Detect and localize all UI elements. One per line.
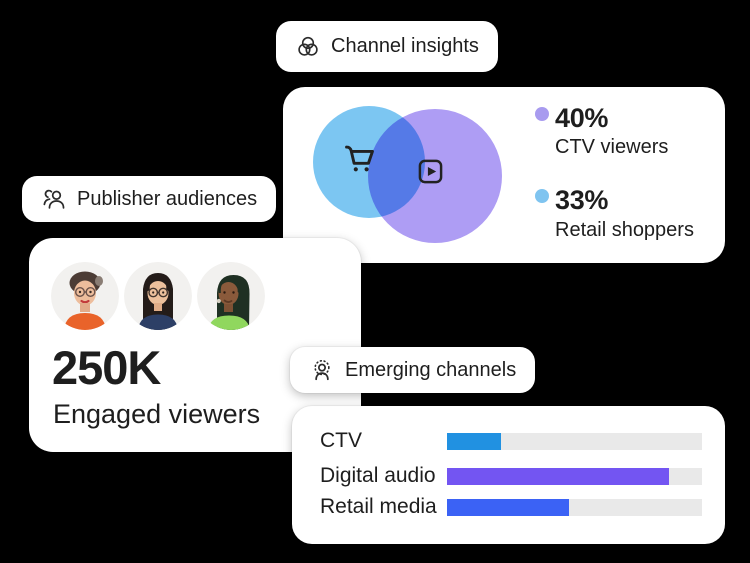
badge-label: Publisher audiences <box>77 187 258 210</box>
badge-emerging-channels: Emerging channels <box>290 347 536 393</box>
bar-track <box>447 498 702 516</box>
badge-label: Emerging channels <box>345 358 517 381</box>
two-people-icon <box>43 189 65 209</box>
person-dotted-halo-icon <box>314 359 330 381</box>
stat-label: Engaged viewers <box>53 399 261 429</box>
venn-legend: 40% CTV viewers 33% Retail shoppers <box>535 104 694 243</box>
bar-label: CTV <box>320 429 362 452</box>
bar-track <box>447 467 702 485</box>
legend-item-ctv-viewers: 40% CTV viewers <box>535 104 694 160</box>
bar-label: Retail media <box>320 495 437 518</box>
legend-value: 40% <box>555 103 609 133</box>
video-play-icon <box>418 159 443 184</box>
badge-publisher-audiences: Publisher audiences <box>22 176 277 222</box>
avatar-woman-green-top <box>197 262 265 330</box>
badge-label: Channel insights <box>331 35 479 57</box>
shopping-cart-icon <box>345 145 374 172</box>
badge-channel-insights: Channel insights <box>276 21 498 72</box>
bar-fill-retail-media <box>447 498 570 516</box>
stat-value: 250K <box>52 341 161 394</box>
legend-label: Retail shoppers <box>555 218 694 241</box>
legend-dot-blue <box>535 189 549 204</box>
legend-value: 33% <box>555 185 609 216</box>
channel-insights-card: 40% CTV viewers 33% Retail shoppers <box>283 87 725 263</box>
bar-label: Digital audio <box>320 464 436 487</box>
legend-label: CTV viewers <box>555 136 669 159</box>
legend-dot-purple <box>535 107 549 121</box>
avatar-woman-orange-top <box>51 262 119 330</box>
bar-track <box>447 432 702 450</box>
avatar-group <box>51 262 265 330</box>
emerging-channels-card: CTV Digital audio Retail media <box>292 406 725 544</box>
bar-row-digital-audio: Digital audio <box>320 464 702 487</box>
legend-item-retail-shoppers: 33% Retail shoppers <box>535 186 694 242</box>
bar-row-ctv: CTV <box>320 429 702 452</box>
bar-row-retail-media: Retail media <box>320 495 702 518</box>
venn-circles-icon <box>298 36 318 56</box>
avatar-woman-navy-top <box>124 262 192 330</box>
publisher-audiences-card: 250K Engaged viewers <box>29 238 361 452</box>
ctv-viewers-circle <box>368 109 502 243</box>
bar-fill-digital-audio <box>447 467 669 485</box>
bar-fill-ctv <box>447 432 501 450</box>
